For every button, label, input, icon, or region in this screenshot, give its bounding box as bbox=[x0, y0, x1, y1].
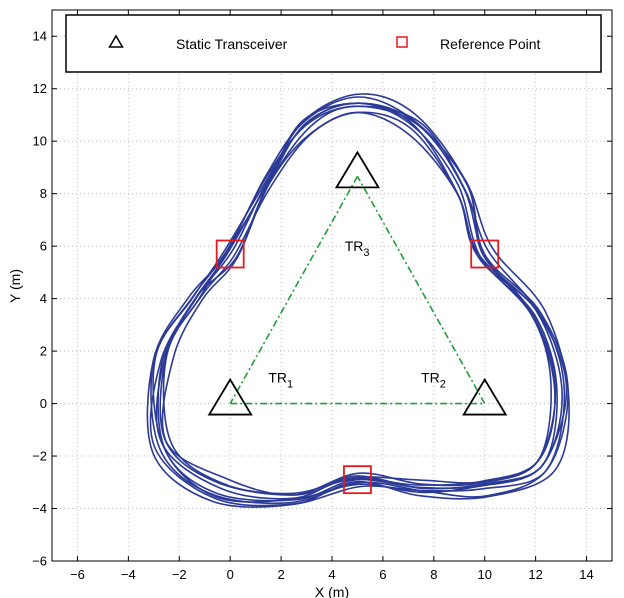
x-tick-label: −4 bbox=[121, 567, 136, 582]
x-tick-label: 8 bbox=[430, 567, 437, 582]
trajectory-loop bbox=[149, 102, 566, 507]
legend-square-marker bbox=[396, 36, 408, 48]
legend-label-transceiver: Static Transceiver bbox=[176, 36, 288, 52]
transceiver-label: TR2 bbox=[421, 369, 446, 390]
x-tick-label: 2 bbox=[277, 567, 284, 582]
legend-label-reference: Reference Point bbox=[440, 36, 541, 52]
y-tick-label: 10 bbox=[33, 134, 47, 149]
x-tick-label: −2 bbox=[172, 567, 187, 582]
legend: Static Transceiver Reference Point bbox=[65, 14, 602, 73]
y-tick-label: 8 bbox=[40, 186, 47, 201]
y-tick-label: 4 bbox=[40, 291, 47, 306]
reference-point-marker bbox=[215, 239, 245, 269]
trajectory-loop bbox=[150, 93, 569, 505]
trajectory-loop bbox=[152, 105, 568, 503]
x-tick-label: 6 bbox=[379, 567, 386, 582]
triangle-edge bbox=[356, 175, 486, 404]
x-axis-label: X (m) bbox=[315, 584, 349, 598]
reference-point-marker bbox=[343, 465, 372, 495]
trajectory-loop bbox=[155, 102, 558, 500]
reference-points bbox=[215, 239, 500, 495]
y-tick-label: 14 bbox=[33, 29, 47, 44]
reference-point-marker bbox=[470, 239, 500, 269]
x-tick-label: 12 bbox=[528, 567, 542, 582]
y-tick-label: 0 bbox=[40, 396, 47, 411]
y-tick-label: 12 bbox=[33, 81, 47, 96]
triangle-edge bbox=[229, 175, 359, 404]
transceiver-label: TR1 bbox=[268, 369, 293, 390]
x-tick-label: 14 bbox=[579, 567, 593, 582]
transceivers bbox=[207, 150, 508, 416]
trajectory-loop bbox=[146, 96, 570, 508]
transceiver-label: TR3 bbox=[345, 238, 370, 259]
y-tick-label: −2 bbox=[32, 449, 47, 464]
x-tick-label: 10 bbox=[477, 567, 491, 582]
x-tick-label: 4 bbox=[328, 567, 335, 582]
axis-ticks: −6 −4 −2 0 2 4 6 8 10 12 14 −6 −4 −2 0 2 4 6 8 10 12 14 bbox=[32, 10, 612, 582]
trajectory-series bbox=[146, 93, 570, 508]
y-tick-label: 2 bbox=[40, 344, 47, 359]
legend-box bbox=[65, 14, 602, 73]
x-tick-label: −6 bbox=[70, 567, 85, 582]
y-tick-label: 6 bbox=[40, 239, 47, 254]
transceiver-marker bbox=[207, 377, 253, 416]
y-tick-label: −6 bbox=[32, 554, 47, 569]
y-tick-label: −4 bbox=[32, 501, 47, 516]
x-tick-label: 0 bbox=[227, 567, 234, 582]
legend-triangle-marker bbox=[108, 34, 124, 48]
transceiver-triangle bbox=[229, 175, 486, 405]
transceiver-marker bbox=[334, 150, 381, 189]
transceiver-labels: TR1 TR2 TR3 bbox=[268, 238, 446, 390]
transceiver-marker bbox=[462, 377, 508, 416]
y-axis-label: Y (m) bbox=[7, 269, 23, 303]
